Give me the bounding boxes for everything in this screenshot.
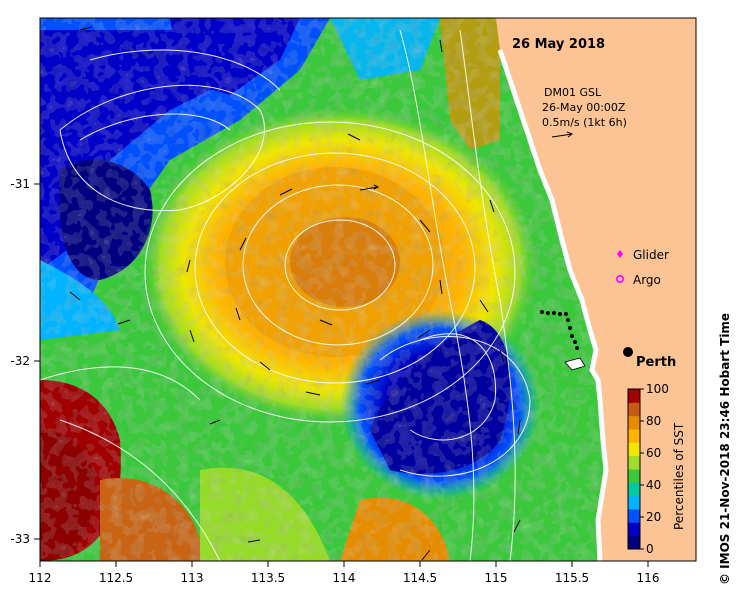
scale-arrow-icon bbox=[551, 131, 574, 138]
colorbar-segment bbox=[628, 429, 640, 443]
glider-track bbox=[540, 310, 579, 350]
x-tick-label: 114 bbox=[333, 571, 356, 585]
colorbar-tick-label: 100 bbox=[646, 382, 669, 396]
x-tick-label: 112 bbox=[29, 571, 52, 585]
overlay-line-2: 26-May 00:00Z bbox=[542, 101, 626, 114]
overlay-line-3: 0.5m/s (1kt 6h) bbox=[542, 116, 627, 129]
date-title: 26 May 2018 bbox=[512, 37, 605, 52]
glider-diamond-icon bbox=[617, 250, 623, 258]
x-tick-label: 113.5 bbox=[251, 571, 285, 585]
colorbar-segment bbox=[628, 495, 640, 510]
colorbar-segment bbox=[628, 402, 640, 417]
colorbar-segment bbox=[628, 522, 640, 537]
contour-lines bbox=[40, 29, 531, 561]
x-tick-label: 114.5 bbox=[403, 571, 437, 585]
colorbar-segment bbox=[628, 415, 640, 430]
x-tick-label: 115 bbox=[485, 571, 508, 585]
overlay-line-1: DM01 GSL bbox=[544, 86, 602, 99]
colorbar-tick-label: 80 bbox=[646, 414, 661, 428]
x-tick-label: 112.5 bbox=[99, 571, 133, 585]
y-tick-label: -31 bbox=[10, 177, 30, 191]
y-axis: -31 -32 -33 bbox=[10, 177, 40, 546]
colorbar-title: Percentiles of SST bbox=[672, 422, 686, 530]
argo-legend-label: Argo bbox=[633, 273, 661, 287]
x-tick-label: 115.5 bbox=[555, 571, 589, 585]
colorbar-tick-label: 40 bbox=[646, 478, 661, 492]
colorbar-segment bbox=[628, 469, 640, 483]
colorbar-tick-label: 0 bbox=[646, 542, 654, 556]
colorbar-segment bbox=[628, 482, 640, 497]
imos-credit: © IMOS 21-Nov-2018 23:46 Hobart Time bbox=[718, 313, 732, 585]
argo-circle-icon bbox=[615, 274, 624, 283]
y-tick-label: -32 bbox=[10, 354, 30, 368]
x-axis: 112 112.5 113 113.5 114 114.5 115 115.5 116 bbox=[29, 561, 660, 585]
colorbar-segment bbox=[628, 535, 640, 550]
glider-legend-label: Glider bbox=[633, 248, 669, 262]
colorbar-segment bbox=[628, 509, 640, 523]
plot-frame bbox=[39, 17, 697, 562]
x-tick-label: 116 bbox=[637, 571, 660, 585]
colorbar-segment bbox=[628, 442, 640, 457]
colorbar-tick-label: 60 bbox=[646, 446, 661, 460]
glider-legend: Glider bbox=[617, 248, 669, 262]
perth-marker bbox=[623, 347, 633, 357]
x-tick-label: 113 bbox=[181, 571, 204, 585]
colorbar-tick-label: 20 bbox=[646, 510, 661, 524]
colorbar-segment bbox=[628, 389, 640, 403]
colorbar-segment bbox=[628, 455, 640, 470]
sst-field bbox=[40, 18, 696, 561]
sst-colorbar: 100 80 60 40 20 0 bbox=[627, 382, 669, 556]
perth-label: Perth bbox=[636, 355, 676, 370]
current-vectors bbox=[69, 26, 521, 561]
argo-legend: Argo bbox=[615, 273, 661, 287]
colorbar-frame bbox=[627, 388, 641, 550]
y-tick-label: -33 bbox=[10, 532, 30, 546]
western-australia-land bbox=[496, 18, 696, 561]
